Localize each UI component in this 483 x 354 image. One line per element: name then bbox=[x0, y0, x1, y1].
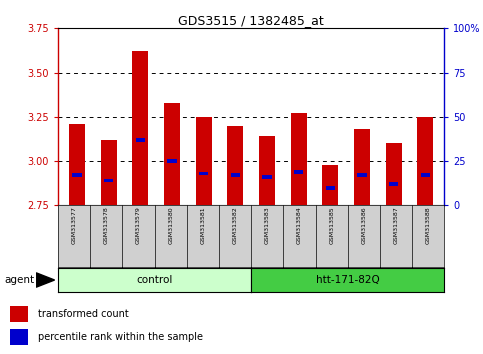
Bar bbox=[69, 124, 85, 205]
FancyBboxPatch shape bbox=[10, 306, 28, 321]
Bar bbox=[230, 173, 240, 177]
Bar bbox=[262, 175, 272, 179]
Text: GSM313587: GSM313587 bbox=[394, 207, 398, 244]
Bar bbox=[196, 117, 212, 205]
Bar bbox=[259, 136, 275, 205]
Bar bbox=[291, 113, 307, 205]
Bar bbox=[101, 140, 116, 205]
Bar bbox=[227, 126, 243, 205]
Bar bbox=[326, 186, 335, 190]
Text: GSM313580: GSM313580 bbox=[168, 207, 173, 244]
Bar bbox=[323, 165, 338, 205]
Bar bbox=[294, 170, 303, 174]
Title: GDS3515 / 1382485_at: GDS3515 / 1382485_at bbox=[178, 14, 324, 27]
Text: control: control bbox=[136, 275, 173, 285]
Text: transformed count: transformed count bbox=[38, 309, 128, 319]
Text: GSM313579: GSM313579 bbox=[136, 207, 141, 244]
Text: GSM313585: GSM313585 bbox=[329, 207, 334, 244]
Text: GSM313588: GSM313588 bbox=[426, 207, 431, 244]
Text: GSM313577: GSM313577 bbox=[71, 207, 77, 244]
Text: GSM313581: GSM313581 bbox=[200, 207, 205, 244]
Text: GSM313586: GSM313586 bbox=[361, 207, 367, 244]
FancyBboxPatch shape bbox=[10, 329, 28, 345]
Polygon shape bbox=[36, 273, 55, 287]
Bar bbox=[357, 173, 367, 177]
Bar bbox=[136, 138, 145, 142]
Bar bbox=[421, 173, 430, 177]
Text: GSM313583: GSM313583 bbox=[265, 207, 270, 244]
Bar bbox=[354, 129, 370, 205]
Bar bbox=[104, 179, 114, 182]
Bar bbox=[389, 182, 398, 186]
Text: GSM313582: GSM313582 bbox=[232, 207, 238, 244]
Bar bbox=[72, 173, 82, 177]
Bar bbox=[167, 159, 177, 163]
Bar bbox=[132, 51, 148, 205]
Text: percentile rank within the sample: percentile rank within the sample bbox=[38, 332, 203, 342]
Bar bbox=[164, 103, 180, 205]
Text: agent: agent bbox=[5, 275, 35, 285]
Text: GSM313584: GSM313584 bbox=[297, 207, 302, 244]
Text: GSM313578: GSM313578 bbox=[104, 207, 109, 244]
Text: htt-171-82Q: htt-171-82Q bbox=[316, 275, 380, 285]
Bar bbox=[199, 171, 208, 175]
Bar bbox=[386, 143, 401, 205]
Bar bbox=[417, 117, 433, 205]
